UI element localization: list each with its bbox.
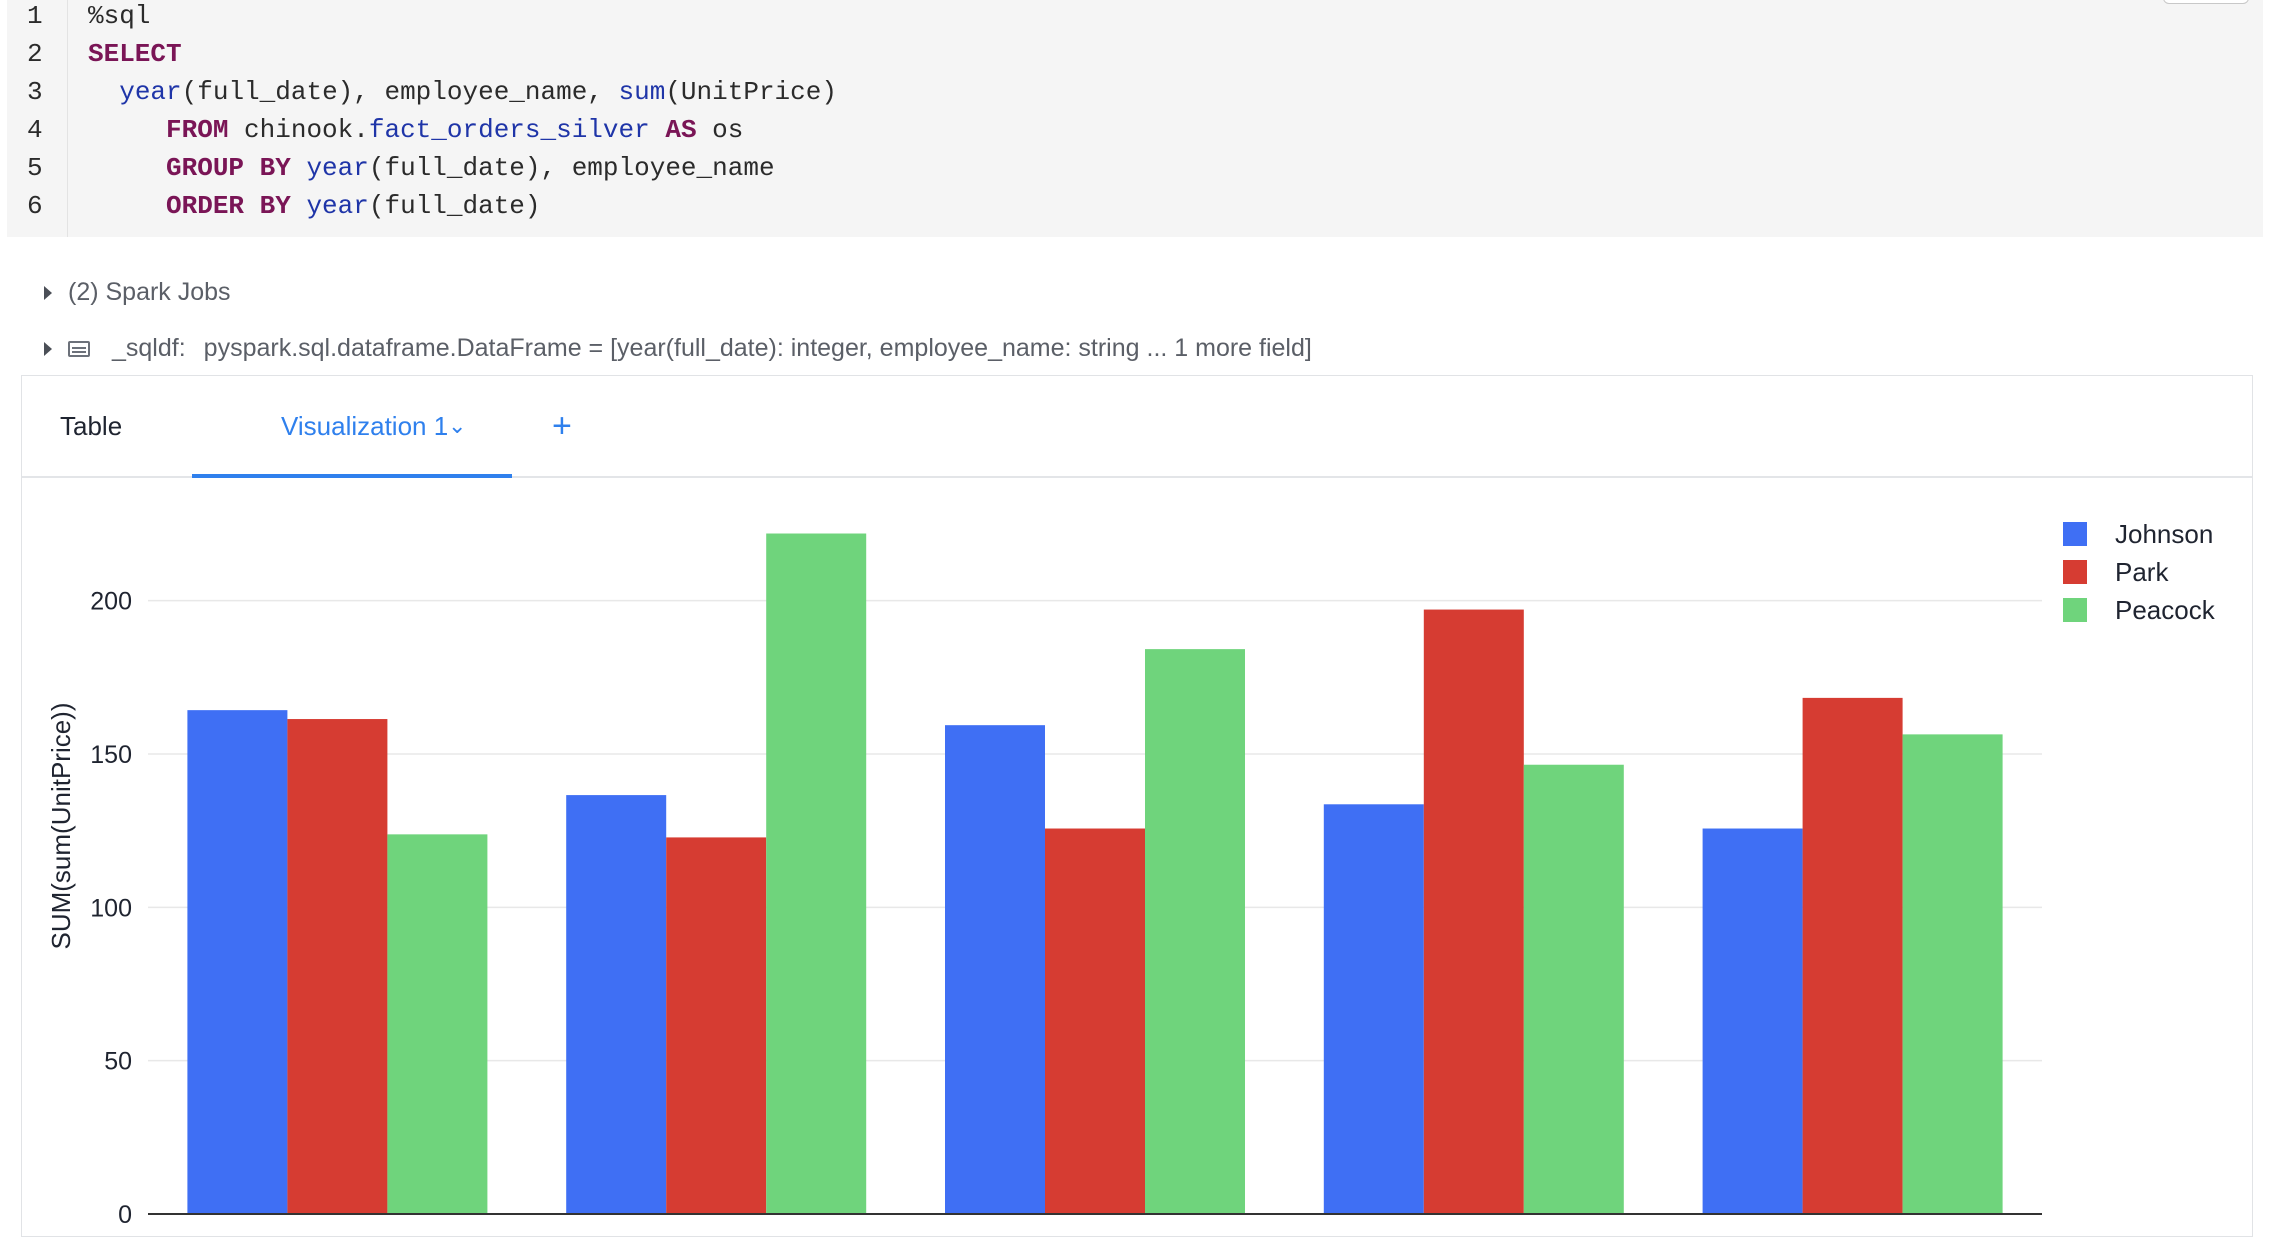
bar-johnson-2013 <box>1702 828 1803 1214</box>
tab-table[interactable]: Table <box>60 411 123 441</box>
bar-peacock-2012 <box>1523 764 1624 1214</box>
sql-editor[interactable]: %sql SELECT year(full_date), employee_nam… <box>68 0 837 237</box>
chevron-down-icon[interactable]: ⌄ <box>448 413 467 438</box>
bar-park-2009 <box>287 719 388 1214</box>
x-tick-label: 2012 <box>1446 1234 1502 1238</box>
legend-swatch <box>2063 598 2087 622</box>
line-number-gutter: 1 2 3 4 5 6 <box>7 0 68 237</box>
sql-keyword: AS <box>665 115 697 145</box>
code-text: (full_date), employee_name <box>368 153 775 183</box>
bar-johnson-2012 <box>1323 804 1424 1214</box>
sql-identifier: year <box>119 77 182 107</box>
code-line: GROUP BY year(full_date), employee_name <box>88 152 837 190</box>
spark-jobs-label: (2) Spark Jobs <box>68 278 231 306</box>
code-text: os <box>696 115 744 145</box>
legend-swatch <box>2063 560 2087 584</box>
line-number: 4 <box>27 115 43 145</box>
x-tick-label: 2013 <box>1825 1234 1881 1238</box>
code-line: year(full_date), employee_name, sum(Unit… <box>88 76 837 114</box>
legend-swatch <box>2063 522 2087 546</box>
bar-peacock-2011 <box>1145 649 1245 1214</box>
code-text <box>650 115 666 145</box>
line-number: 3 <box>27 77 43 107</box>
spark-jobs-toggle[interactable]: (2) Spark Jobs <box>44 278 231 307</box>
sql-keyword: GROUP BY <box>166 153 291 183</box>
line-number: 2 <box>27 39 43 69</box>
sql-keyword: ORDER BY <box>166 191 291 221</box>
bar-peacock-2013 <box>1902 734 2003 1214</box>
bar-peacock-2009 <box>387 834 488 1214</box>
tab-visualization-1[interactable]: Visualization 1 ⌄ <box>192 376 512 478</box>
legend-label: Park <box>2115 556 2169 587</box>
code-text: chinook. <box>228 115 369 145</box>
x-tick-label: 2011 <box>1068 1234 1122 1238</box>
sql-identifier: sum <box>618 77 666 107</box>
result-tabs: Table Visualization 1 ⌄ + <box>22 376 2252 478</box>
sql-identifier: fact_orders_silver <box>368 115 650 145</box>
code-text: (UnitPrice) <box>665 77 837 107</box>
bar-johnson-2010 <box>566 795 667 1214</box>
sql-identifier: year <box>306 191 369 221</box>
chart-legend: Johnson Park Peacock <box>2063 515 2215 629</box>
bar-park-2013 <box>1802 697 1903 1214</box>
sql-keyword: FROM <box>166 115 229 145</box>
expand-caret-icon[interactable] <box>44 285 52 300</box>
bar-peacock-2010 <box>766 533 867 1214</box>
code-text: (full_date) <box>368 191 541 221</box>
sql-keyword: SELECT <box>88 39 182 69</box>
code-text <box>88 115 166 145</box>
dataframe-name: _sqldf: <box>112 334 186 362</box>
line-number: 6 <box>27 191 43 221</box>
dataframe-schema: pyspark.sql.dataframe.DataFrame = [year(… <box>203 334 1312 362</box>
legend-item-park[interactable]: Park <box>2063 553 2215 591</box>
bar-park-2011 <box>1045 828 1145 1214</box>
code-text: (full_date), employee_name, <box>181 77 619 107</box>
code-text <box>291 153 307 183</box>
table-icon <box>68 340 90 357</box>
code-text <box>88 153 166 183</box>
line-number: 1 <box>27 1 43 31</box>
y-tick-label: 100 <box>90 894 132 922</box>
cell-menu-button[interactable] <box>2163 0 2249 4</box>
code-text <box>88 77 119 107</box>
output-panel: Table Visualization 1 ⌄ + 0 50 100 150 200 20… <box>21 375 2253 1238</box>
code-line: ORDER BY year(full_date) <box>88 190 837 228</box>
code-line: FROM chinook.fact_orders_silver AS os <box>88 114 837 152</box>
active-tab-indicator <box>192 474 512 478</box>
dataframe-info-toggle[interactable]: _sqldf: pyspark.sql.dataframe.DataFrame … <box>44 334 1312 363</box>
code-line: SELECT <box>88 38 837 76</box>
bar-johnson-2011 <box>945 725 1045 1214</box>
sql-identifier: year <box>306 153 369 183</box>
bar-park-2010 <box>666 837 767 1214</box>
bar-park-2012 <box>1423 609 1524 1214</box>
code-text: %sql <box>88 1 151 31</box>
code-line: %sql <box>88 0 837 38</box>
x-tick-label: 2010 <box>688 1234 744 1238</box>
legend-label: Peacock <box>2115 594 2215 625</box>
y-tick-label: 50 <box>104 1048 132 1076</box>
expand-caret-icon[interactable] <box>44 341 52 356</box>
legend-item-johnson[interactable]: Johnson <box>2063 515 2215 553</box>
bar-chart: 0 50 100 150 200 2009 2010 2011 2012 2013 SUM(sum(… <box>46 533 2042 1238</box>
code-text <box>291 191 307 221</box>
add-visualization-button[interactable]: + <box>552 407 572 445</box>
tab-visualization-label: Visualization 1 <box>281 411 449 441</box>
x-tick-label: 2009 <box>310 1234 366 1238</box>
y-tick-label: 150 <box>90 741 132 769</box>
y-tick-label: 0 <box>118 1201 132 1229</box>
y-axis-label: SUM(sum(UnitPrice)) <box>46 703 76 950</box>
bar-johnson-2009 <box>187 710 288 1214</box>
code-text <box>88 191 166 221</box>
legend-label: Johnson <box>2115 518 2214 549</box>
line-number: 5 <box>27 153 43 183</box>
legend-item-peacock[interactable]: Peacock <box>2063 591 2215 629</box>
y-tick-label: 200 <box>90 588 132 616</box>
